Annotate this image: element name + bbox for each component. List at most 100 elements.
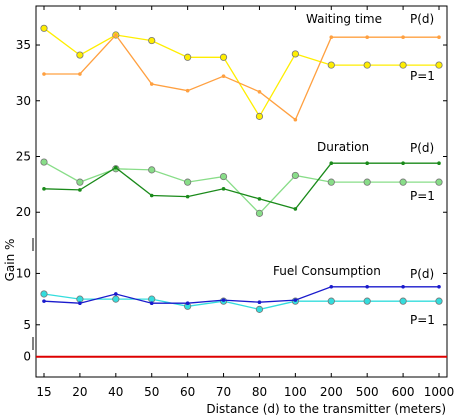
- y-tick-label: 25: [16, 150, 31, 164]
- waiting-time-p1-point: [184, 53, 192, 61]
- duration-p1-point: [363, 178, 371, 186]
- x-tick-label: 50: [144, 385, 159, 399]
- x-tick-label: 60: [180, 385, 195, 399]
- fuel-consumption-p1-point: [327, 297, 335, 305]
- waiting-time-pd-point: [221, 74, 226, 79]
- waiting-time-pd-point: [42, 72, 46, 76]
- x-tick-label: 70: [216, 385, 231, 399]
- fuel-consumption-pd-point: [221, 298, 226, 302]
- fuel-consumption-p1-line: [43, 293, 439, 311]
- waiting-time-pd-point: [437, 35, 441, 40]
- axis-layer: [32, 6, 447, 377]
- x-tick-label: 20: [72, 385, 87, 399]
- fuel-consumption-p1-point: [363, 297, 371, 305]
- waiting-time-p1-point: [76, 51, 84, 59]
- fuel-consumption-title: Fuel Consumption: [273, 264, 381, 278]
- duration-p1-point: [399, 178, 407, 186]
- waiting-time-p1-point: [399, 61, 407, 69]
- duration-pd-label: P(d): [410, 141, 434, 155]
- fuel-consumption-pd-point: [257, 300, 262, 304]
- plot-frame: [35, 5, 448, 378]
- duration-pd-point: [221, 187, 226, 191]
- waiting-time-p1-point: [435, 61, 443, 69]
- waiting-time-pd-label: P(d): [410, 12, 434, 26]
- fuel-consumption-pd-point: [42, 299, 46, 303]
- fuel-consumption-p1-label: P=1: [410, 313, 435, 327]
- waiting-time-p1-point: [40, 24, 48, 32]
- waiting-time-pd-line: [44, 33, 439, 121]
- duration-p1-line: [43, 161, 439, 215]
- duration-pd-point: [257, 197, 262, 201]
- duration-pd-point: [437, 161, 441, 165]
- duration-p1-point: [327, 178, 335, 186]
- fuel-consumption-pd-line: [43, 286, 439, 304]
- duration-pd-point: [293, 207, 298, 211]
- waiting-time-p1-line: [43, 27, 439, 118]
- x-tick-label: 600: [392, 385, 415, 399]
- x-axis-label: Distance (d) to the transmitter (meters): [206, 402, 446, 416]
- fuel-consumption-p1-point: [399, 297, 407, 305]
- duration-p1-point: [76, 178, 84, 186]
- fuel-consumption-pd-point: [114, 292, 118, 296]
- fuel-consumption-pd-point: [293, 298, 298, 302]
- waiting-time-p1-point: [327, 61, 335, 69]
- x-tick-label: 500: [356, 385, 379, 399]
- waiting-time-pd-point: [329, 35, 334, 40]
- duration-pd-point: [401, 161, 405, 165]
- fuel-consumption-pd-point: [437, 284, 441, 289]
- waiting-time-p1-label: P=1: [410, 69, 435, 83]
- waiting-time-pd-point: [401, 35, 405, 40]
- waiting-time-pd-point: [365, 35, 369, 40]
- fuel-consumption-p1-point: [112, 295, 120, 303]
- x-tick-label: 15: [36, 385, 51, 399]
- waiting-time-pd-point: [149, 82, 154, 86]
- waiting-time-pd-point: [78, 72, 82, 76]
- y-tick-label: 30: [16, 94, 31, 108]
- duration-p1-point: [184, 178, 192, 186]
- x-tick-label: 40: [108, 385, 123, 399]
- waiting-time-p1-point: [148, 36, 156, 45]
- duration-pd-point: [78, 188, 82, 192]
- x-tick-label: 1000: [424, 385, 455, 399]
- waiting-time-p1-point: [291, 50, 299, 58]
- duration-pd-line: [43, 162, 439, 210]
- fuel-consumption-pd-point: [401, 284, 405, 289]
- duration-title: Duration: [317, 140, 369, 154]
- duration-p1-point: [435, 178, 443, 186]
- y-axis-label: Gain %: [3, 239, 17, 282]
- waiting-time-p1-point: [363, 61, 371, 69]
- fuel-consumption-pd-point: [185, 301, 190, 306]
- x-tick-label: 200: [320, 385, 343, 399]
- duration-pd-point: [329, 161, 334, 165]
- fuel-consumption-pd-point: [365, 284, 369, 289]
- fuel-consumption-p1-point: [435, 297, 443, 305]
- duration-pd-point: [42, 187, 46, 191]
- y-tick-label: 10: [16, 266, 31, 280]
- fuel-consumption-p1-point: [76, 295, 84, 303]
- waiting-time-p1-point: [255, 112, 264, 120]
- duration-pd-point: [114, 165, 118, 170]
- fuel-consumption-pd-label: P(d): [410, 267, 434, 281]
- y-tick-label: 35: [16, 38, 31, 52]
- duration-p1-point: [219, 172, 228, 181]
- fuel-consumption-p1-point: [255, 305, 264, 313]
- x-tick-label: 80: [252, 385, 267, 399]
- series-layer: [36, 24, 447, 358]
- x-tick-label: 100: [284, 385, 307, 399]
- y-tick-label: 20: [16, 205, 31, 219]
- fuel-consumption-pd-point: [78, 301, 82, 306]
- duration-p1-point: [148, 166, 156, 174]
- waiting-time-p1-point: [219, 53, 228, 61]
- fuel-consumption-p1-point: [148, 295, 156, 303]
- y-tick-label: 5: [23, 318, 31, 332]
- duration-p1-point: [291, 171, 299, 180]
- y-tick-label: 0: [23, 350, 31, 364]
- duration-p1-point: [255, 209, 264, 217]
- waiting-time-pd-point: [114, 33, 118, 37]
- duration-pd-point: [365, 161, 369, 165]
- waiting-time-pd-point: [293, 117, 298, 122]
- duration-pd-point: [149, 193, 154, 198]
- duration-pd-point: [185, 194, 190, 199]
- fuel-consumption-p1-point: [40, 290, 48, 298]
